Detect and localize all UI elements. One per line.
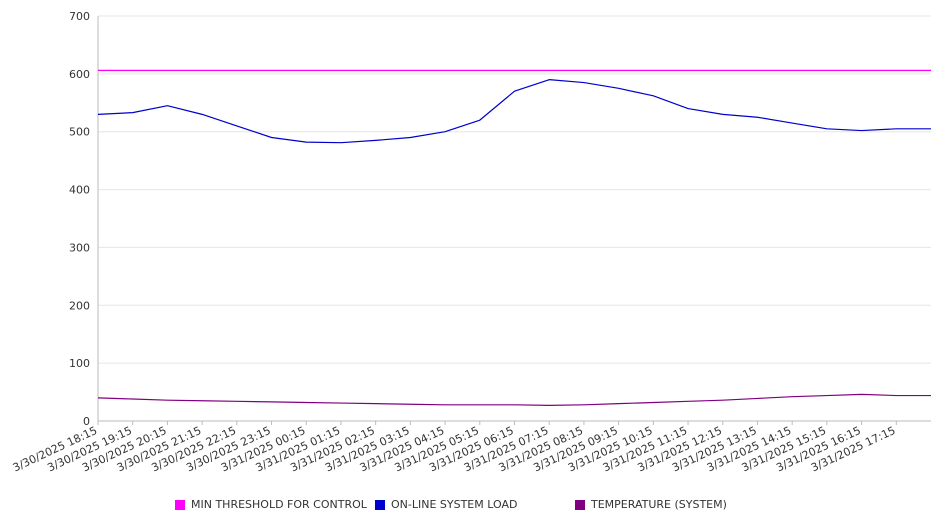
y-tick-label: 400 xyxy=(69,184,90,197)
series-line-1 xyxy=(97,79,931,144)
y-tick-label: 0 xyxy=(83,415,90,428)
x-axis-ticks: 3/30/2025 18:153/30/2025 19:153/30/2025 … xyxy=(11,421,898,474)
legend-item-temperature: TEMPERATURE (SYSTEM) xyxy=(575,498,727,511)
y-axis-ticks: 0 100 200 300 400 500 600 700 xyxy=(69,10,90,428)
legend-label-system-load: ON-LINE SYSTEM LOAD xyxy=(391,498,518,511)
axes xyxy=(97,16,931,422)
legend: MIN THRESHOLD FOR CONTROL ON-LINE SYSTEM… xyxy=(0,498,946,514)
grid-lines xyxy=(98,15,931,364)
y-tick-label: 100 xyxy=(69,357,90,370)
series-lines xyxy=(97,69,931,406)
y-tick-label: 600 xyxy=(69,68,90,81)
y-tick-label: 300 xyxy=(69,241,90,254)
y-tick-label: 500 xyxy=(69,126,90,139)
y-tick-label: 200 xyxy=(69,299,90,312)
legend-swatch-temperature xyxy=(575,499,585,510)
legend-label-temperature: TEMPERATURE (SYSTEM) xyxy=(591,498,727,511)
series-line-2 xyxy=(97,393,931,406)
legend-label-min-threshold: MIN THRESHOLD FOR CONTROL xyxy=(191,498,367,511)
y-tick-label: 700 xyxy=(69,10,90,23)
legend-swatch-min-threshold xyxy=(175,499,185,510)
legend-item-system-load: ON-LINE SYSTEM LOAD xyxy=(375,498,517,511)
legend-item-min-threshold: MIN THRESHOLD FOR CONTROL xyxy=(175,498,367,511)
legend-swatch-system-load xyxy=(375,499,385,510)
